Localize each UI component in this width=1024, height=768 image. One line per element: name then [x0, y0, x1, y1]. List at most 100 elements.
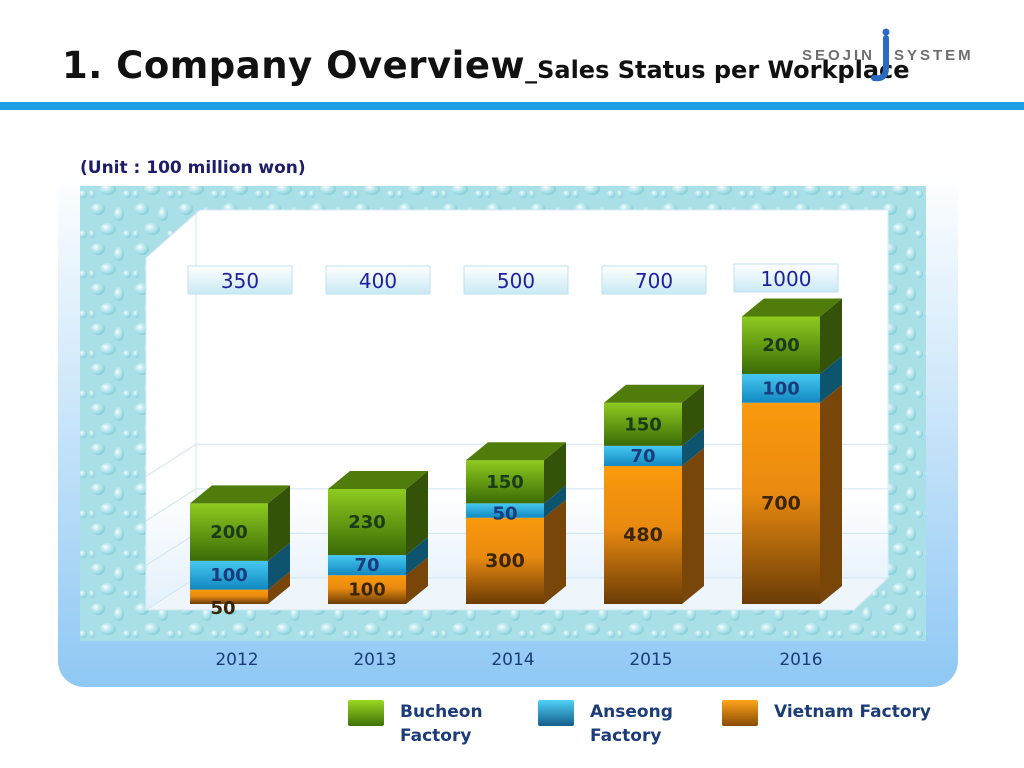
total-box-2012: [187, 265, 293, 295]
value-label-bucheon-2015: 150: [624, 414, 662, 435]
x-tick-label-2012: 2012: [215, 650, 258, 670]
bar-side-vietnam-2015: [682, 447, 704, 604]
total-box-2016: [733, 263, 839, 293]
total-label-2015: 700: [635, 269, 673, 293]
total-label-2013: 400: [359, 269, 397, 293]
bar-bucheon-2016: [742, 316, 820, 374]
bar-side-vietnam-2014: [544, 499, 566, 604]
bar-side-bucheon-2013: [406, 470, 428, 556]
legend-item-vietnam: Vietnam Factory: [722, 700, 931, 726]
value-label-anseong-2016: 100: [762, 378, 800, 399]
value-label-bucheon-2013: 230: [348, 512, 386, 533]
legend-label-anseong-line2: Factory: [590, 726, 662, 746]
legend-label-bucheon-line2: Factory: [400, 726, 472, 746]
bar-bucheon-2015: [604, 402, 682, 446]
legend-item-anseong: Anseong Factory: [538, 700, 673, 748]
bar-group-2016: 700 100 200: [742, 298, 842, 604]
title-separator: _: [525, 56, 538, 84]
bar-vietnam-2015: [604, 465, 682, 604]
value-label-anseong-2014: 50: [492, 504, 517, 525]
bar-side-bucheon-2015: [682, 384, 704, 446]
value-label-anseong-2013: 70: [354, 555, 379, 576]
bar-anseong-2013: [328, 555, 406, 576]
title-main: 1. Company Overview: [62, 44, 526, 87]
value-label-bucheon-2016: 200: [762, 335, 800, 356]
legend-swatch-anseong: [538, 700, 574, 726]
gridline-side-1: [145, 533, 197, 566]
bar-side-anseong-2013: [406, 537, 428, 576]
legend-label-bucheon: Bucheon Factory: [400, 700, 483, 748]
value-label-anseong-2012: 100: [210, 565, 248, 586]
bar-group-2015: 480 70 150: [604, 384, 704, 604]
legend-label-bucheon-line1: Bucheon: [400, 702, 483, 722]
bar-top-2014: [466, 442, 566, 461]
value-label-vietnam-2013: 100: [348, 580, 386, 601]
unit-label: (Unit : 100 million won): [80, 158, 306, 178]
value-label-vietnam-2012: 50: [210, 598, 235, 619]
bar-group-2013: 100 70 230: [328, 470, 428, 604]
total-label-2016: 1000: [761, 267, 812, 291]
x-tick-label-2016: 2016: [779, 650, 822, 670]
bar-side-bucheon-2012: [268, 485, 290, 561]
legend-label-vietnam: Vietnam Factory: [774, 700, 931, 724]
value-label-vietnam-2014: 300: [485, 550, 525, 572]
legend-item-bucheon: Bucheon Factory: [348, 700, 483, 748]
legend-label-anseong: Anseong Factory: [590, 700, 673, 748]
total-box-2015: [601, 265, 707, 295]
bar-bucheon-2012: [190, 503, 268, 561]
logo-j-mark: [871, 35, 889, 82]
value-label-vietnam-2015: 480: [623, 524, 663, 546]
logo-text-right: SYSTEM: [894, 47, 974, 64]
total-label-2012: 350: [221, 269, 259, 293]
bars: 50 100 200 100 70 230 300 50 150 480 70 150 700 100 20…: [190, 298, 842, 619]
value-label-bucheon-2012: 200: [210, 522, 248, 543]
value-label-anseong-2015: 70: [630, 446, 655, 467]
bar-side-vietnam-2012: [268, 571, 290, 604]
page-title: 1. Company Overview_Sales Status per Wor…: [62, 44, 910, 87]
logo-text-left: SEOJIN: [802, 47, 875, 64]
x-axis-labels: 2012 2013 2014 2015 2016: [215, 650, 822, 670]
totals-row: 350 400 500 700 1000: [187, 263, 839, 295]
bar-top-2015: [604, 384, 704, 403]
total-label-2014: 500: [497, 269, 535, 293]
legend-label-vietnam-line1: Vietnam Factory: [774, 702, 931, 722]
x-tick-label-2014: 2014: [491, 650, 534, 670]
bar-vietnam-2016: [742, 402, 820, 604]
bar-anseong-2016: [742, 373, 820, 403]
bar-side-anseong-2015: [682, 427, 704, 466]
bar-anseong-2014: [466, 503, 544, 518]
total-box-2013: [325, 265, 431, 295]
value-label-vietnam-2016: 700: [761, 492, 801, 514]
bar-anseong-2015: [604, 445, 682, 466]
bar-top-2013: [328, 470, 428, 489]
bar-vietnam-2013: [328, 575, 406, 604]
company-logo: SEOJIN SYSTEM: [802, 28, 974, 82]
header-divider: [0, 102, 1024, 110]
logo-j-dot: [882, 28, 890, 36]
bar-top-2012: [190, 485, 290, 504]
bar-bucheon-2014: [466, 460, 544, 504]
legend-swatch-bucheon: [348, 700, 384, 726]
x-tick-label-2015: 2015: [629, 650, 672, 670]
x-tick-label-2013: 2013: [353, 650, 396, 670]
bar-side-anseong-2016: [820, 355, 842, 403]
legend-label-anseong-line1: Anseong: [590, 702, 673, 722]
total-box-2014: [463, 265, 569, 295]
title-subtitle: Sales Status per Workplace: [537, 56, 910, 84]
bar-top-2016: [742, 298, 842, 317]
bar-vietnam-2014: [466, 517, 544, 604]
bar-bucheon-2013: [328, 488, 406, 556]
bar-side-anseong-2012: [268, 542, 290, 590]
bar-group-2012: 50 100 200: [190, 485, 290, 619]
bar-vietnam-2012: [190, 589, 268, 604]
gridline-side-3: [145, 443, 197, 477]
value-label-bucheon-2014: 150: [486, 472, 524, 493]
gridline-side-2: [145, 488, 197, 522]
bar-anseong-2012: [190, 560, 268, 590]
bar-group-2014: 300 50 150: [466, 442, 566, 604]
bar-side-vietnam-2013: [406, 557, 428, 604]
bar-side-bucheon-2014: [544, 442, 566, 504]
bar-side-vietnam-2016: [820, 384, 842, 604]
bar-side-anseong-2014: [544, 485, 566, 518]
